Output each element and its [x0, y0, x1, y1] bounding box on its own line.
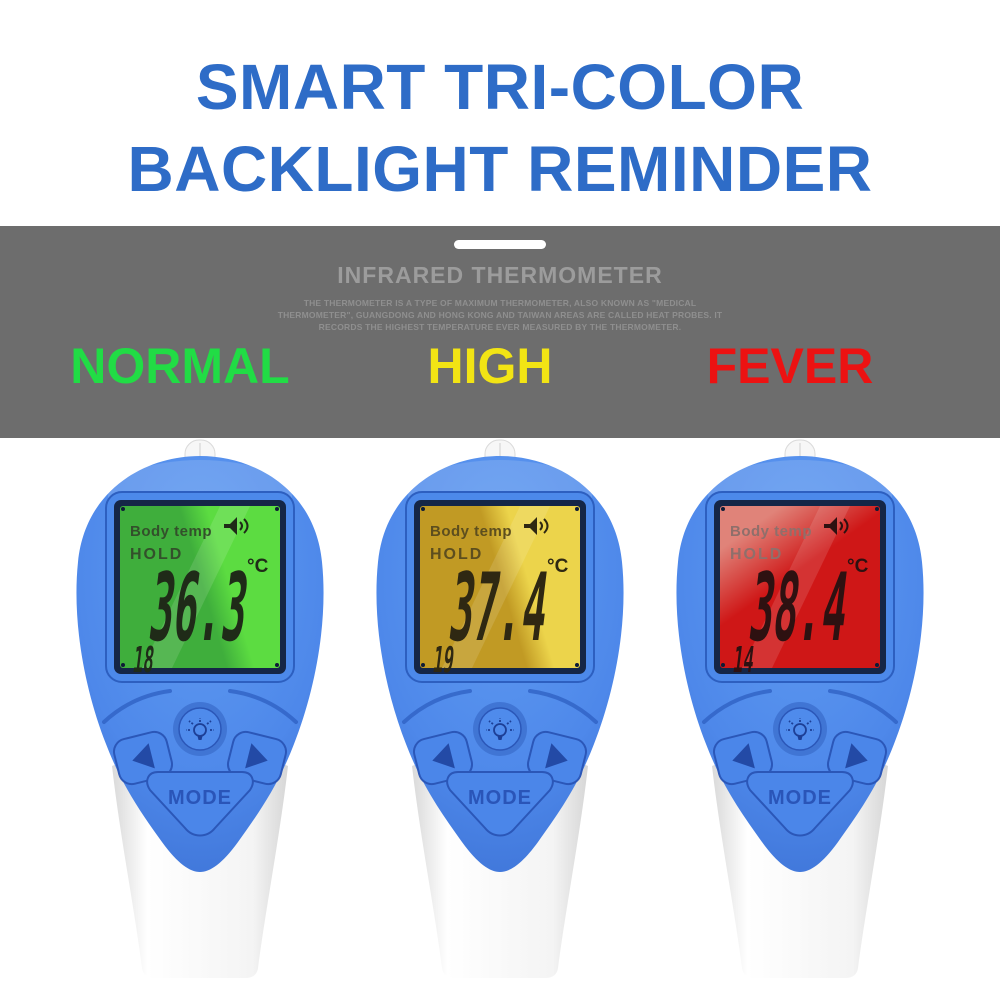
- lcd-screen: Body temp HOLD 38.4 °C 14: [705, 491, 895, 683]
- banner-description: THE THERMOMETER IS A TYPE OF MAXIMUM THE…: [277, 298, 723, 332]
- info-banner: INFRARED THERMOMETER THE THERMOMETER IS …: [0, 226, 1000, 438]
- thermometer-high: Body temp HOLD 37.4 °C 19: [376, 439, 624, 978]
- speaker-grille-left-icon: [102, 689, 172, 724]
- backlight-button: [773, 702, 827, 756]
- lcd-screen: Body temp HOLD 37.4 °C 19: [405, 491, 595, 683]
- speaker-grille-right-icon: [828, 689, 898, 724]
- temperature-value: 37.4: [444, 555, 554, 664]
- label-fever: FEVER: [706, 338, 874, 394]
- label-high: HIGH: [427, 338, 553, 394]
- thermometer-normal: Body temp HOLD 36.3 °C 18: [76, 439, 324, 978]
- temperature-unit: °C: [547, 556, 569, 577]
- temperature-value: 36.3: [144, 555, 254, 664]
- mode-button-label: MODE: [768, 787, 832, 809]
- left-arrow-icon: [132, 743, 155, 769]
- speaker-grille-right-icon: [228, 689, 298, 724]
- speaker-icon: [224, 517, 249, 535]
- speaker-grille-left-icon: [702, 689, 772, 724]
- right-arrow-icon: [245, 743, 268, 769]
- hold-label: HOLD: [130, 546, 183, 563]
- backlight-bulb-icon: [486, 718, 514, 740]
- memory-value: 14: [731, 639, 757, 681]
- speaker-grille-right-icon: [528, 689, 598, 724]
- title-line-1: SMART TRI-COLOR: [195, 51, 805, 123]
- backlight-bulb-icon: [186, 718, 214, 740]
- divider-pill: [454, 240, 546, 249]
- banner-heading: INFRARED THERMOMETER: [337, 262, 663, 288]
- mode-button-label: MODE: [468, 787, 532, 809]
- mode-button: MODE: [146, 771, 254, 837]
- backlight-button: [473, 702, 527, 756]
- page-title: SMART TRI-COLOR BACKLIGHT REMINDER: [0, 0, 1000, 210]
- temperature-value: 38.4: [744, 555, 854, 664]
- temperature-unit: °C: [847, 556, 869, 577]
- speaker-icon: [824, 517, 849, 535]
- right-arrow-icon: [545, 743, 568, 769]
- speaker-grille-left-icon: [402, 689, 472, 724]
- thermometer-row: Body temp HOLD 36.3 °C 18: [0, 438, 1000, 978]
- button-cluster: MODE: [102, 689, 298, 837]
- screen-label: Body temp: [730, 523, 812, 540]
- lcd-screen: Body temp HOLD 36.3 °C 18: [105, 491, 295, 683]
- backlight-button: [173, 702, 227, 756]
- temperature-unit: °C: [247, 556, 269, 577]
- left-arrow-icon: [732, 743, 755, 769]
- label-normal: NORMAL: [70, 338, 290, 394]
- title-line-2: BACKLIGHT REMINDER: [127, 133, 873, 205]
- speaker-icon: [524, 517, 549, 535]
- screen-label: Body temp: [430, 523, 512, 540]
- hold-label: HOLD: [430, 546, 483, 563]
- screen-label: Body temp: [130, 523, 212, 540]
- mode-button: MODE: [446, 771, 554, 837]
- right-arrow-icon: [845, 743, 868, 769]
- memory-value: 19: [431, 639, 457, 681]
- memory-value: 18: [131, 639, 157, 681]
- backlight-bulb-icon: [786, 718, 814, 740]
- button-cluster: MODE: [702, 689, 898, 837]
- mode-button-label: MODE: [168, 787, 232, 809]
- thermometer-fever: Body temp HOLD 38.4 °C 14: [676, 439, 924, 978]
- mode-button: MODE: [746, 771, 854, 837]
- left-arrow-icon: [432, 743, 455, 769]
- hold-label: HOLD: [730, 546, 783, 563]
- button-cluster: MODE: [402, 689, 598, 837]
